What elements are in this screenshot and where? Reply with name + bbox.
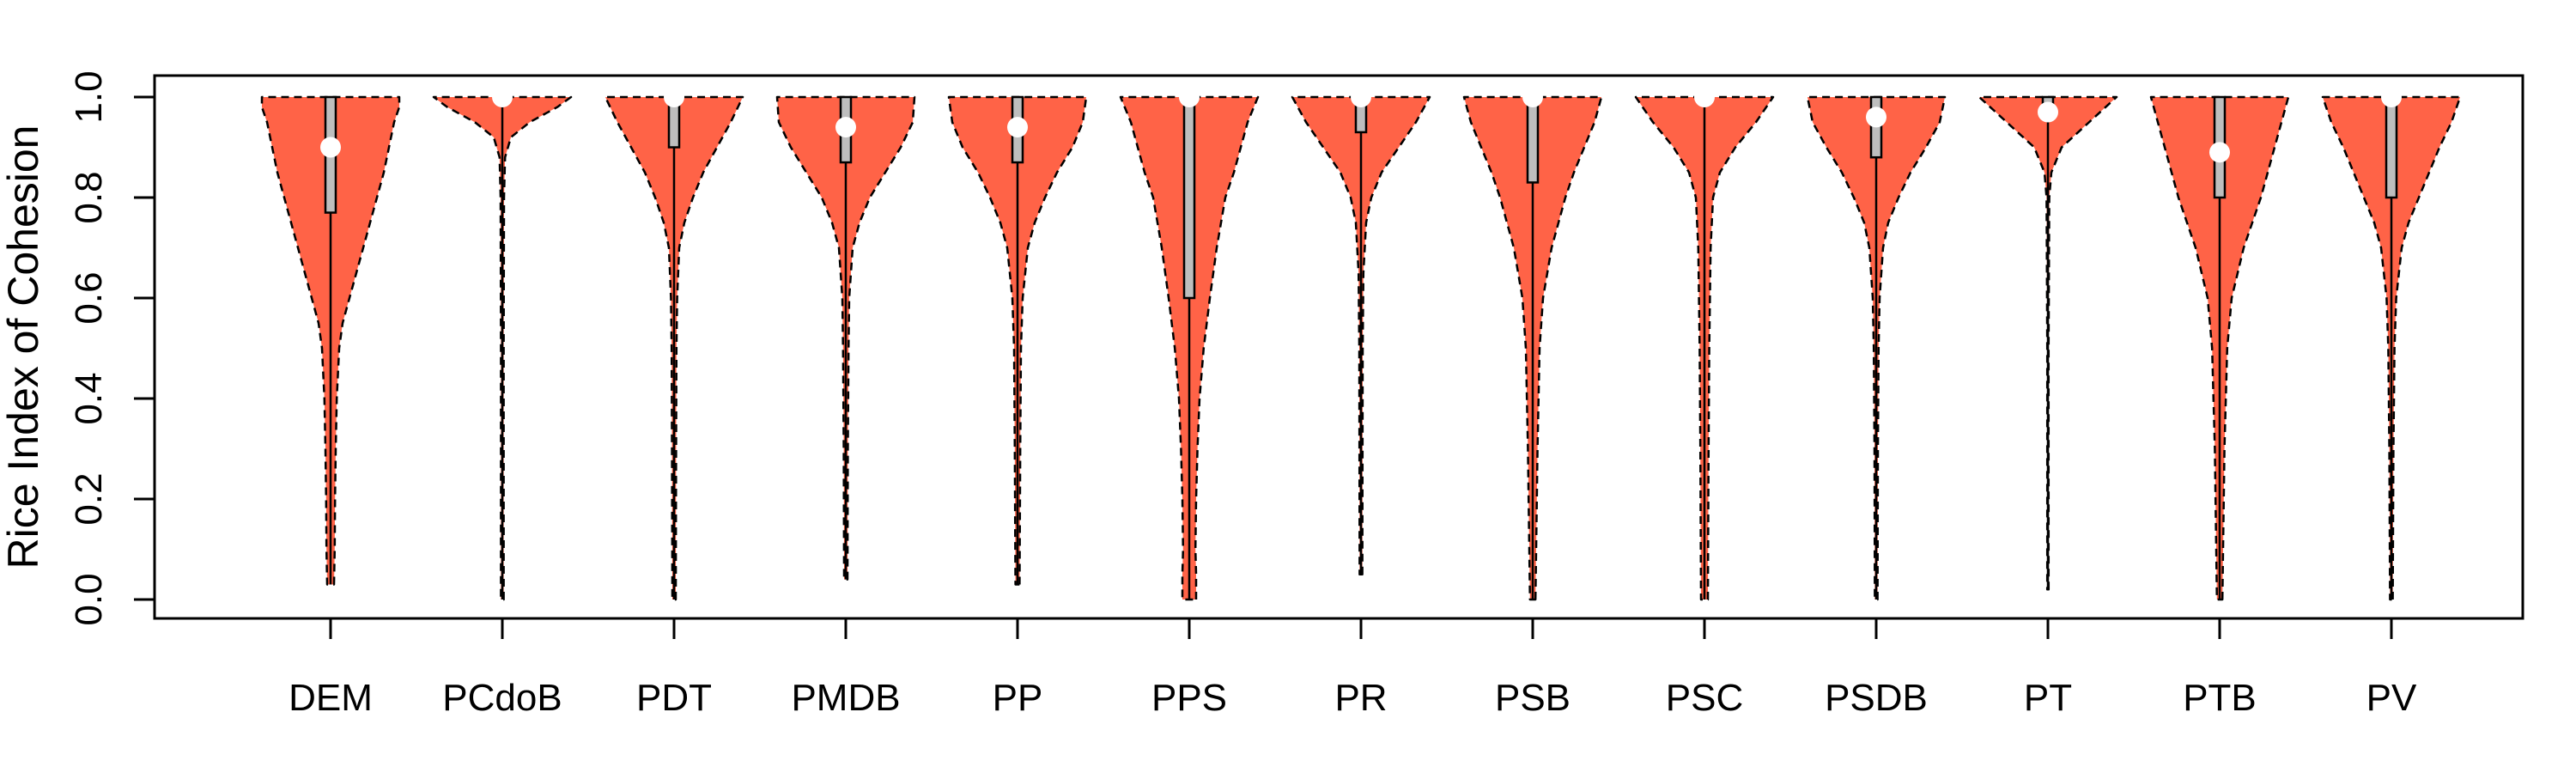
x-tick-label: PDT xyxy=(636,677,712,719)
y-axis: 0.0 0.2 0.4 0.6 0.8 1.0 xyxy=(68,70,155,626)
x-tick-label: PPS xyxy=(1151,677,1227,719)
x-tick-label: PP xyxy=(993,677,1043,719)
y-tick-label: 0.0 xyxy=(68,573,110,625)
median-point xyxy=(1522,87,1543,107)
median-point xyxy=(320,137,341,158)
x-tick-label: PTB xyxy=(2183,677,2257,719)
y-tick-label: 0.4 xyxy=(68,372,110,424)
x-tick-label: PT xyxy=(2024,677,2072,719)
median-point xyxy=(492,87,513,107)
violins-layer xyxy=(260,87,2462,601)
x-tick-label: PV xyxy=(2366,677,2417,719)
median-point xyxy=(1351,87,1371,107)
median-point xyxy=(2209,142,2230,163)
y-tick-label: 0.2 xyxy=(68,472,110,525)
x-axis: DEM PCdoB PDT PMDB PP PPS PR PSB PSC PSDB PT PTB PV xyxy=(289,618,2417,719)
x-tick-label: PCdoB xyxy=(442,677,562,719)
median-point xyxy=(664,87,684,107)
median-point xyxy=(1007,117,1028,138)
plot-frame xyxy=(153,74,2524,620)
x-tick-label: PSC xyxy=(1666,677,1743,719)
y-tick-label: 0.8 xyxy=(68,171,110,223)
x-tick-label: PMDB xyxy=(791,677,900,719)
median-point xyxy=(2038,101,2058,123)
median-point xyxy=(1179,87,1200,107)
iqr-box xyxy=(1182,95,1196,300)
median-point xyxy=(1694,87,1715,107)
median-point xyxy=(1866,107,1886,128)
y-tick-label: 0.6 xyxy=(68,271,110,324)
x-tick-label: DEM xyxy=(289,677,373,719)
y-axis-title: Rice Index of Cohesion xyxy=(0,125,47,569)
iqr-box xyxy=(2385,95,2398,199)
x-tick-label: PR xyxy=(1334,677,1387,719)
iqr-box xyxy=(1526,95,1540,184)
x-tick-label: PSB xyxy=(1495,677,1571,719)
x-tick-label: PSDB xyxy=(1825,677,1928,719)
median-point xyxy=(2381,87,2402,107)
median-point xyxy=(835,117,856,138)
y-tick-label: 1.0 xyxy=(68,70,110,123)
